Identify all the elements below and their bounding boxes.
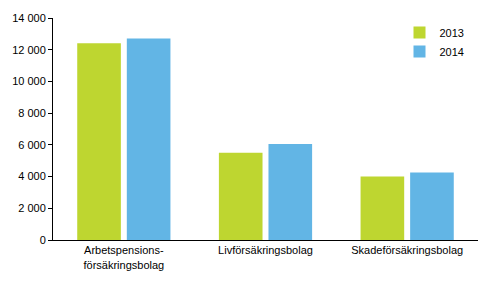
svg-text:8 000: 8 000 [18,107,46,119]
svg-text:Skadeförsäkringsbolag: Skadeförsäkringsbolag [351,244,463,256]
svg-text:4 000: 4 000 [18,170,46,182]
svg-text:0: 0 [40,234,46,246]
svg-text:12 000: 12 000 [12,44,46,56]
svg-text:2 000: 2 000 [18,202,46,214]
svg-text:2013: 2013 [440,27,464,39]
svg-text:14 000: 14 000 [12,12,46,24]
svg-text:6 000: 6 000 [18,139,46,151]
svg-text:Livförsäkringsbolag: Livförsäkringsbolag [218,244,313,256]
svg-text:Arbetspensions-försäkringsbola: Arbetspensions-försäkringsbolag [83,244,164,270]
svg-text:2014: 2014 [440,46,464,58]
svg-text:10 000: 10 000 [12,75,46,87]
